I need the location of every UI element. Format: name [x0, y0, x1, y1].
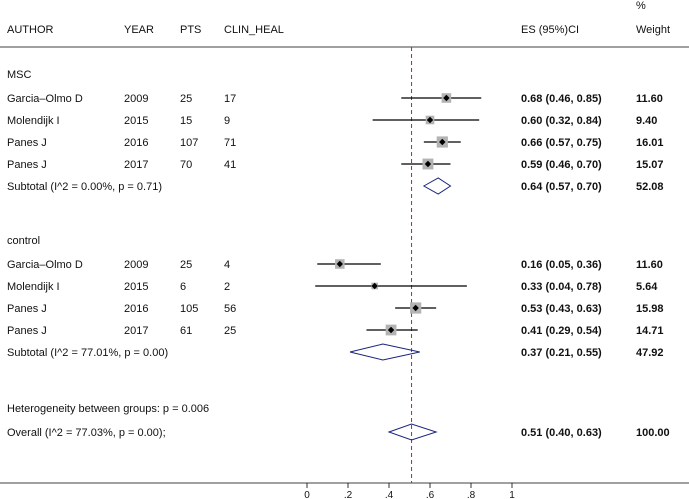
study-es-ci: 0.33 (0.04, 0.78) [521, 281, 602, 293]
study-author: Panes J [7, 137, 47, 149]
study-pts: 25 [180, 93, 192, 105]
subtotal-es-ci: 0.37 (0.21, 0.55) [521, 347, 602, 359]
x-tick-label: .6 [426, 490, 435, 499]
study-year: 2017 [124, 159, 148, 171]
study-year: 2015 [124, 115, 148, 127]
subtotal-diamond [422, 177, 452, 195]
subtotal-weight: 52.08 [636, 181, 664, 193]
point-estimate [387, 326, 395, 334]
study-es-ci: 0.59 (0.46, 0.70) [521, 159, 602, 171]
group-label: MSC [7, 69, 32, 81]
point-estimate [412, 304, 419, 312]
study-year: 2009 [124, 93, 148, 105]
study-author: Molendijk I [7, 115, 60, 127]
point-estimate [426, 116, 434, 124]
study-es-ci: 0.68 (0.46, 0.85) [521, 93, 602, 105]
study-pts: 25 [180, 259, 192, 271]
x-tick-label: .2 [344, 490, 353, 499]
study-clin-heal: 71 [224, 137, 236, 149]
study-pts: 15 [180, 115, 192, 127]
study-clin-heal: 2 [224, 281, 230, 293]
point-estimate [443, 94, 450, 102]
header-clin-heal: CLIN_HEAL [224, 24, 284, 36]
subtotal-label: Subtotal (I^2 = 0.00%, p = 0.71) [7, 181, 162, 193]
study-clin-heal: 41 [224, 159, 236, 171]
heterogeneity-text: Heterogeneity between groups: p = 0.006 [7, 403, 209, 415]
study-author: Panes J [7, 325, 47, 337]
study-es-ci: 0.60 (0.32, 0.84) [521, 115, 602, 127]
overall-diamond [387, 423, 438, 441]
header-pts: PTS [180, 24, 201, 36]
study-pts: 6 [180, 281, 186, 293]
study-clin-heal: 17 [224, 93, 236, 105]
overall-weight: 100.00 [636, 427, 670, 439]
group-label: control [7, 235, 40, 247]
study-author: Panes J [7, 303, 47, 315]
study-author: Panes J [7, 159, 47, 171]
study-pts: 61 [180, 325, 192, 337]
study-weight: 9.40 [636, 115, 657, 127]
header-author: AUTHOR [7, 24, 54, 36]
overall-es-ci: 0.51 (0.40, 0.63) [521, 427, 602, 439]
point-estimate [439, 138, 446, 146]
study-weight: 5.64 [636, 281, 658, 293]
x-tick-label: .4 [385, 490, 394, 499]
study-year: 2016 [124, 303, 148, 315]
x-tick-label: 1 [509, 490, 515, 499]
study-weight: 11.60 [636, 93, 663, 105]
subtotal-weight: 47.92 [636, 347, 664, 359]
study-pts: 105 [180, 303, 198, 315]
study-pts: 107 [180, 137, 198, 149]
study-weight: 16.01 [636, 137, 664, 149]
point-estimate [424, 160, 432, 168]
header-weight-percent: % [636, 0, 646, 12]
header-year: YEAR [124, 24, 154, 36]
study-author: Garcia–Olmo D [7, 259, 83, 271]
study-year: 2009 [124, 259, 148, 271]
subtotal-label: Subtotal (I^2 = 77.01%, p = 0.00) [7, 347, 168, 359]
header-weight: Weight [636, 24, 670, 36]
study-es-ci: 0.41 (0.29, 0.54) [521, 325, 602, 337]
x-tick-label: .8 [467, 490, 476, 499]
study-es-ci: 0.53 (0.43, 0.63) [521, 303, 602, 315]
x-tick-label: 0 [304, 490, 310, 499]
study-year: 2015 [124, 281, 148, 293]
study-weight: 14.71 [636, 325, 664, 337]
study-clin-heal: 9 [224, 115, 230, 127]
overall-label: Overall (I^2 = 77.03%, p = 0.00); [7, 427, 166, 439]
study-es-ci: 0.16 (0.05, 0.36) [521, 259, 602, 271]
study-author: Molendijk I [7, 281, 60, 293]
subtotal-es-ci: 0.64 (0.57, 0.70) [521, 181, 602, 193]
study-author: Garcia–Olmo D [7, 93, 83, 105]
study-weight: 15.98 [636, 303, 664, 315]
study-pts: 70 [180, 159, 192, 171]
study-weight: 11.60 [636, 259, 663, 271]
study-weight: 15.07 [636, 159, 664, 171]
subtotal-diamond [349, 343, 420, 361]
study-clin-heal: 4 [224, 259, 230, 271]
study-clin-heal: 25 [224, 325, 236, 337]
header-es-ci: ES (95%)CI [521, 24, 579, 36]
point-estimate [336, 260, 343, 268]
point-estimate [371, 282, 378, 290]
study-year: 2017 [124, 325, 148, 337]
study-year: 2016 [124, 137, 148, 149]
study-clin-heal: 56 [224, 303, 236, 315]
study-es-ci: 0.66 (0.57, 0.75) [521, 137, 602, 149]
